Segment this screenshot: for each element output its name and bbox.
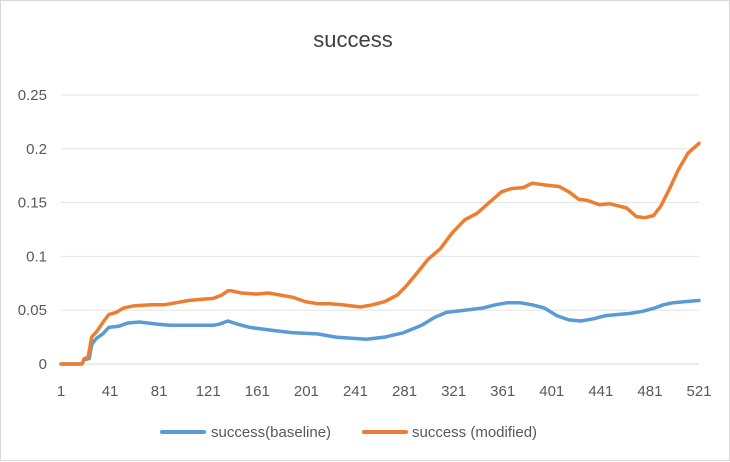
x-tick-label: 401: [539, 383, 564, 400]
x-tick-label: 1: [57, 383, 65, 400]
chart-title: success: [313, 27, 392, 52]
series-line-1: [59, 141, 701, 366]
x-tick-label: 441: [588, 383, 613, 400]
series-lines: [59, 141, 701, 366]
y-tick-label: 0.05: [18, 302, 47, 319]
x-tick-label: 241: [343, 383, 368, 400]
x-tick-label: 201: [294, 383, 319, 400]
x-tick-labels: 1 41 81 121 161 201 241 281 321 361 401 441 481 521: [57, 383, 712, 400]
y-tick-label: 0: [39, 356, 47, 373]
x-tick-label: 361: [490, 383, 515, 400]
x-tick-label: 481: [637, 383, 662, 400]
series-line-0: [59, 298, 701, 366]
y-tick-label: 0.1: [26, 248, 47, 265]
x-tick-label: 281: [392, 383, 417, 400]
gridlines: [61, 94, 699, 365]
x-tick-label: 41: [102, 383, 119, 400]
x-tick-label: 81: [151, 383, 168, 400]
legend-label-1: success (modified): [412, 424, 537, 441]
x-tick-label: 161: [245, 383, 270, 400]
legend-label-0: success(baseline): [211, 424, 331, 441]
x-tick-label: 121: [196, 383, 221, 400]
y-tick-label: 0.15: [18, 195, 47, 212]
legend: success(baseline) success (modified): [160, 424, 537, 441]
x-tick-label: 521: [686, 383, 711, 400]
y-tick-label: 0.2: [26, 141, 47, 158]
y-tick-labels: 0 0.05 0.1 0.15 0.2 0.25: [18, 87, 47, 373]
x-tick-label: 321: [441, 383, 466, 400]
y-tick-label: 0.25: [18, 87, 47, 104]
